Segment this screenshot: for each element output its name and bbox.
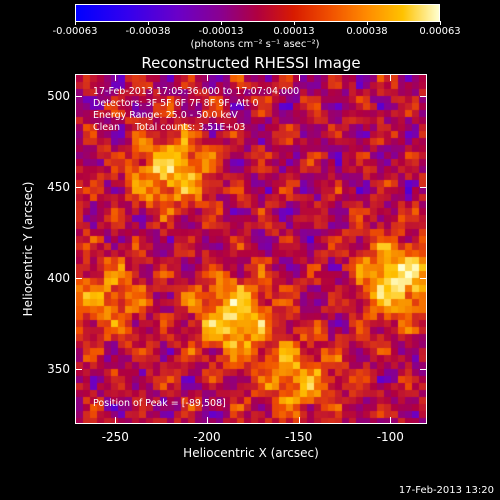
colorbar-tick [439,21,441,25]
y-tick-mark [420,95,427,97]
colorbar-tick [147,21,149,25]
y-tick-mark [420,187,427,189]
x-tick-label: -200 [193,430,221,444]
colorbar-tick-label: -0.00038 [125,26,171,37]
colorbar-units: (photons cm⁻² s⁻¹ asec⁻²) [190,39,320,50]
x-tick-mark [115,417,117,424]
x-tick-mark [390,417,392,424]
y-tick-mark [75,369,82,371]
colorbar-tick [293,21,295,25]
peak-position: Position of Peak = [-89,508] [93,398,226,409]
x-tick-mark [390,74,392,81]
y-tick-label: 450 [47,180,70,195]
info-clean-counts: Clean Total counts: 3.51E+03 [93,122,246,133]
x-tick-mark [115,74,117,81]
colorbar-tick [74,21,76,25]
colorbar-tick [366,21,368,25]
heatmap-plot [75,74,427,424]
info-detectors: Detectors: 3F 5F 6F 7F 8F 9F, Att 0 [93,98,259,109]
x-tick-mark [298,417,300,424]
y-tick-label: 400 [47,271,70,286]
x-tick-mark [207,74,208,81]
y-tick-mark [75,95,82,97]
y-tick-mark [75,278,82,280]
x-tick-mark [298,74,300,81]
x-tick-mark [207,417,208,424]
colorbar-tick-label: 0.00038 [346,26,388,37]
timestamp: 17-Feb-2013 13:20 [398,485,494,496]
heatmap-canvas [76,75,426,423]
x-tick-label: -100 [376,430,404,444]
y-tick-label: 350 [47,362,70,377]
y-axis-label: Heliocentric Y (arcsec) [21,181,35,317]
info-energy-range: Energy Range: 25.0 - 50.0 keV [93,110,238,121]
x-axis-label: Heliocentric X (arcsec) [183,446,319,460]
colorbar-tick-label: -0.00063 [52,26,98,37]
colorbar-tick [220,21,222,25]
x-tick-label: -150 [285,430,313,444]
x-tick-label: -250 [101,430,129,444]
y-tick-label: 500 [47,88,70,103]
info-time-range: 17-Feb-2013 17:05:36.000 to 17:07:04.000 [93,86,300,97]
colorbar-tick-label: -0.00013 [198,26,244,37]
y-tick-mark [75,187,82,189]
colorbar-tick-label: 0.00063 [419,26,461,37]
y-tick-mark [420,369,427,371]
chart-title: Reconstructed RHESSI Image [141,54,361,72]
colorbar [75,4,440,22]
colorbar-tick-label: 0.00013 [273,26,315,37]
y-tick-mark [420,278,427,280]
